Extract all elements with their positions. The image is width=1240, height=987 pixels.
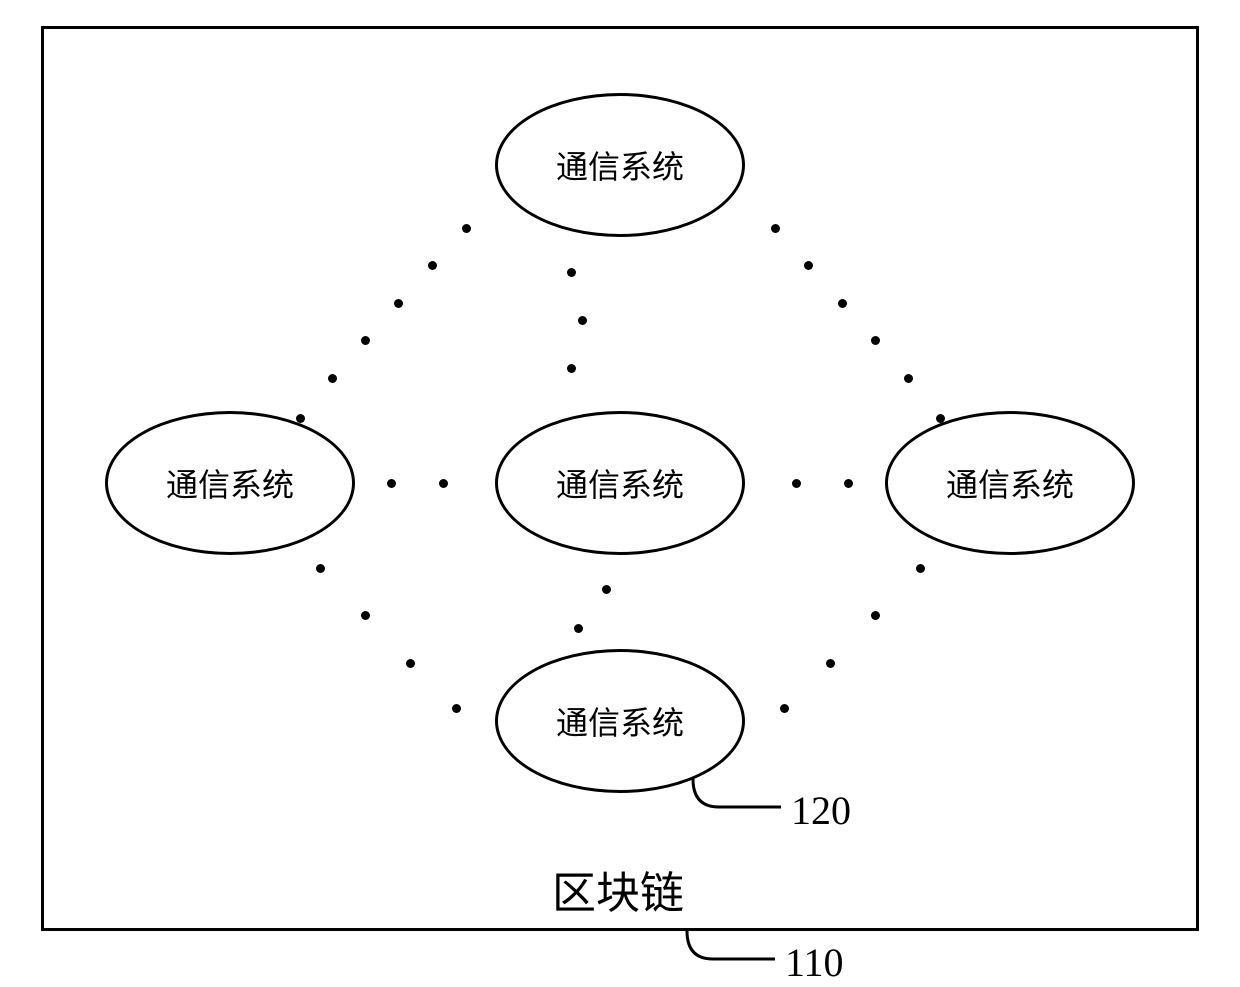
connection-dot — [296, 414, 305, 423]
connection-dot — [826, 659, 835, 668]
connection-dot — [871, 336, 880, 345]
connection-dot — [361, 336, 370, 345]
connection-dot — [804, 261, 813, 270]
diagram-caption: 区块链 — [552, 857, 684, 921]
node-right-label: 通信系统 — [946, 460, 1074, 506]
connection-dot — [904, 374, 913, 383]
connection-dot — [394, 299, 403, 308]
connection-dot — [387, 479, 396, 488]
connection-dot — [462, 224, 471, 233]
connection-dot — [328, 374, 337, 383]
node-top: 通信系统 — [495, 93, 745, 237]
connection-dot — [361, 611, 370, 620]
reference-number-110: 110 — [785, 939, 844, 986]
node-center-label: 通信系统 — [556, 460, 684, 506]
connection-dot — [780, 704, 789, 713]
connection-dot — [452, 704, 461, 713]
connection-dot — [936, 414, 945, 423]
reference-number-120: 120 — [791, 787, 851, 834]
node-center: 通信系统 — [495, 411, 745, 555]
connection-dot — [567, 364, 576, 373]
connection-dot — [916, 564, 925, 573]
connection-dot — [567, 268, 576, 277]
connection-dot — [316, 564, 325, 573]
node-top-label: 通信系统 — [556, 142, 684, 188]
connection-dot — [439, 479, 448, 488]
connection-dot — [871, 611, 880, 620]
connection-dot — [578, 316, 587, 325]
node-left-label: 通信系统 — [166, 460, 294, 506]
node-left: 通信系统 — [105, 411, 355, 555]
connection-dot — [844, 479, 853, 488]
connection-dot — [838, 299, 847, 308]
connection-dot — [602, 585, 611, 594]
connection-dot — [406, 659, 415, 668]
connection-dot — [574, 624, 583, 633]
connection-dot — [771, 224, 780, 233]
connection-dot — [428, 261, 437, 270]
connection-dot — [792, 479, 801, 488]
node-bottom: 通信系统 — [495, 649, 745, 793]
node-right: 通信系统 — [885, 411, 1135, 555]
node-bottom-label: 通信系统 — [556, 698, 684, 744]
